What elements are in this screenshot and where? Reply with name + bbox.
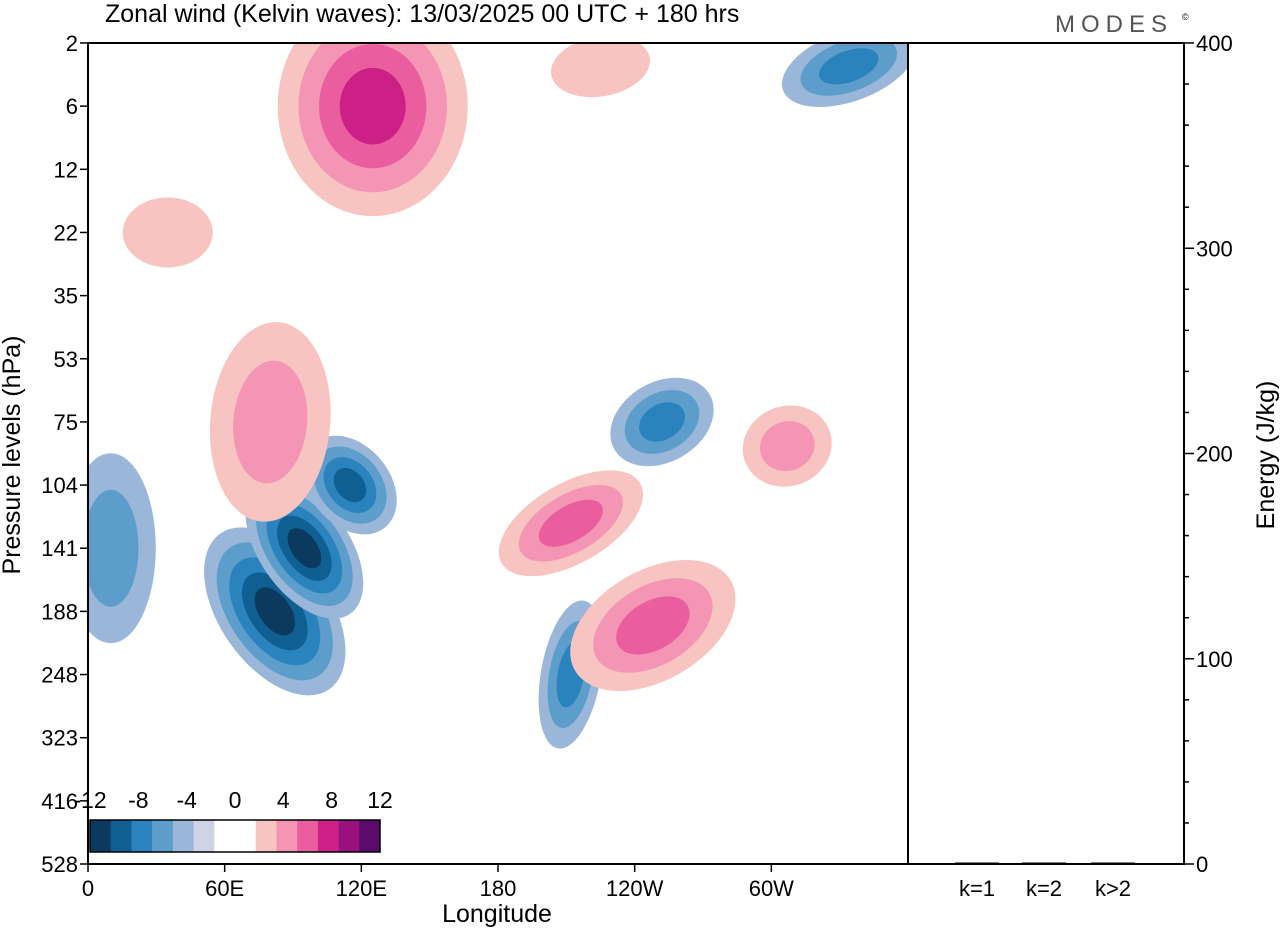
- colorbar-label: -4: [176, 787, 197, 813]
- brand-mark: ©: [1182, 12, 1189, 22]
- colorbar-swatch: [90, 820, 112, 852]
- colorbar: -12 -8 -4 0 4 8 12: [73, 787, 393, 853]
- y-tick-label: 323: [41, 726, 78, 751]
- x-tick-label: 180: [480, 876, 517, 901]
- wind-anomaly-contour: [233, 360, 308, 484]
- x-tick-label: 60E: [205, 876, 244, 901]
- wind-anomaly-contour: [616, 596, 690, 655]
- y-tick-label: 188: [41, 599, 78, 624]
- colorbar-swatch: [338, 820, 360, 852]
- colorbar-label: 8: [325, 787, 338, 813]
- colorbar-label: 4: [277, 787, 290, 813]
- colorbar-swatch: [359, 820, 381, 852]
- wind-anomaly-contour: [550, 43, 651, 98]
- energy-panel-frame: [907, 42, 1185, 865]
- y-axis-label: Pressure levels (hPa): [0, 336, 26, 575]
- energy-bar: [1022, 862, 1066, 864]
- y-tick-label: 416: [41, 789, 78, 814]
- colorbar-swatch: [110, 820, 132, 852]
- x-tick-label: 0: [82, 876, 94, 901]
- energy-category-label: k=1: [959, 876, 995, 901]
- energy-tick-label: 300: [1196, 236, 1233, 261]
- energy-category-label: k>2: [1095, 876, 1131, 901]
- energy-tick-label: 200: [1196, 442, 1233, 467]
- wind-anomaly-contour: [254, 587, 295, 636]
- wind-anomaly-contour: [819, 48, 879, 85]
- colorbar-label: 0: [229, 787, 242, 813]
- colorbar-swatch: [193, 820, 215, 852]
- energy-bar: [1091, 862, 1135, 864]
- colorbar-swatch: [255, 820, 277, 852]
- colorbar-swatch: [235, 820, 257, 852]
- wind-anomaly-contour: [759, 421, 815, 472]
- y-tick-label: 528: [41, 852, 78, 877]
- colorbar-frame: [89, 819, 381, 853]
- y-tick-label: 75: [54, 410, 78, 435]
- wind-anomaly-contour: [333, 467, 367, 503]
- wind-anomaly-contour: [538, 499, 603, 547]
- x-tick-label: 60W: [749, 876, 794, 901]
- colorbar-label: -12: [73, 787, 106, 813]
- energy-category-label: k=2: [1026, 876, 1062, 901]
- wind-anomaly-contour: [122, 197, 213, 268]
- brand-logo: MODES: [1055, 11, 1173, 38]
- colorbar-swatch: [152, 820, 174, 852]
- wind-anomaly-contour: [339, 67, 406, 145]
- energy-axis-label: Energy (J/kg): [1252, 381, 1280, 530]
- colorbar-label: -8: [128, 787, 148, 813]
- x-tick-label: 120W: [606, 876, 664, 901]
- wind-anomaly-contour: [88, 489, 139, 607]
- y-tick-label: 2: [66, 31, 78, 56]
- y-tick-label: 22: [54, 220, 78, 245]
- wind-anomaly-field: [88, 43, 908, 749]
- colorbar-swatch: [172, 820, 194, 852]
- chart-title: Zonal wind (Kelvin waves): 13/03/2025 00…: [105, 0, 739, 28]
- y-tick-label: 6: [66, 94, 78, 119]
- colorbar-swatch: [297, 820, 319, 852]
- energy-tick-label: 100: [1196, 647, 1233, 672]
- energy-bars: k=1 k=2 k>2: [955, 862, 1135, 901]
- colorbar-swatch: [276, 820, 298, 852]
- energy-bar: [955, 862, 999, 864]
- x-axis-label: Longitude: [442, 900, 552, 928]
- y-tick-label: 12: [54, 157, 78, 182]
- colorbar-label: 12: [367, 787, 393, 813]
- colorbar-swatch: [317, 820, 339, 852]
- y-tick-label: 248: [41, 663, 78, 688]
- y-tick-label: 53: [54, 347, 78, 372]
- y-tick-label: 104: [41, 473, 78, 498]
- energy-tick-label: 0: [1196, 852, 1208, 877]
- y-tick-label: 35: [54, 284, 78, 309]
- x-tick-label: 120E: [336, 876, 387, 901]
- wind-anomaly-contour: [287, 528, 322, 569]
- y-tick-label: 141: [41, 536, 78, 561]
- energy-tick-label: 400: [1196, 31, 1233, 56]
- colorbar-swatch: [214, 820, 236, 852]
- colorbar-swatch: [131, 820, 153, 852]
- wind-anomaly-contour: [639, 402, 685, 442]
